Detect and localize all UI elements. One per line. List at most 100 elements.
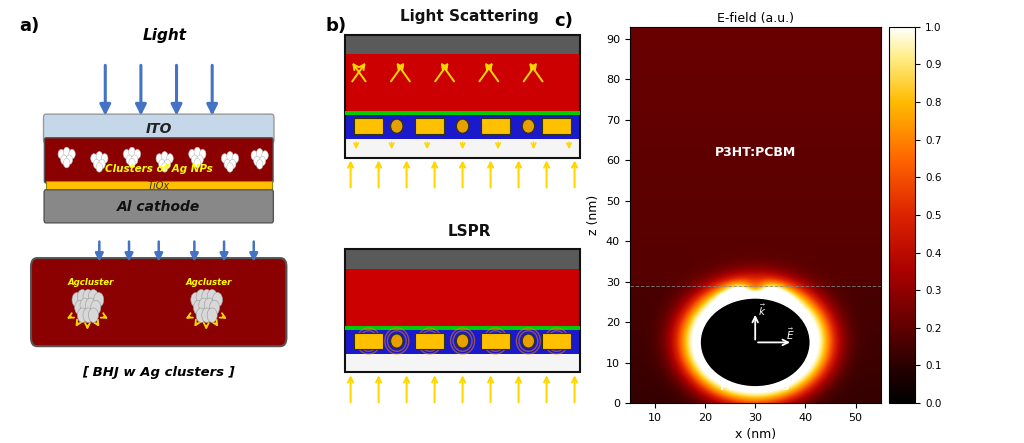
Bar (345, 354, 581, 373)
Circle shape (190, 292, 201, 307)
Circle shape (83, 289, 93, 304)
Circle shape (229, 159, 236, 169)
Bar (345, 140, 581, 158)
Bar (345, 328, 581, 354)
Circle shape (63, 147, 70, 157)
Circle shape (207, 308, 217, 323)
Circle shape (256, 148, 263, 158)
Circle shape (58, 149, 65, 159)
Circle shape (88, 308, 98, 323)
Circle shape (91, 300, 100, 315)
Circle shape (98, 159, 105, 169)
Circle shape (167, 154, 173, 163)
Circle shape (162, 152, 168, 161)
Circle shape (93, 292, 103, 307)
Circle shape (96, 163, 102, 172)
Circle shape (204, 298, 214, 313)
Bar (542, 333, 571, 349)
Bar (354, 333, 383, 349)
Ellipse shape (390, 334, 403, 348)
Text: b): b) (326, 17, 347, 35)
FancyBboxPatch shape (44, 190, 273, 223)
Circle shape (159, 159, 165, 169)
Bar (345, 113, 581, 140)
Circle shape (162, 163, 168, 172)
Circle shape (129, 147, 135, 157)
Circle shape (156, 154, 163, 163)
Text: Light Scattering: Light Scattering (400, 9, 539, 24)
Circle shape (134, 149, 140, 159)
Bar (345, 54, 581, 113)
Circle shape (200, 149, 206, 159)
Circle shape (254, 156, 260, 166)
Circle shape (224, 159, 230, 169)
Circle shape (197, 308, 206, 323)
Ellipse shape (390, 119, 403, 133)
Bar (345, 113, 581, 115)
Title: E-field (a.u.): E-field (a.u.) (717, 12, 794, 25)
Circle shape (221, 154, 228, 163)
Bar (46, 181, 271, 192)
Circle shape (63, 159, 70, 168)
Bar (354, 118, 383, 134)
Bar (345, 111, 581, 113)
FancyBboxPatch shape (43, 114, 274, 144)
Bar (415, 118, 444, 134)
Y-axis label: z (nm): z (nm) (588, 195, 600, 235)
Circle shape (75, 300, 85, 315)
Circle shape (78, 308, 87, 323)
Bar (345, 35, 581, 158)
Bar (345, 249, 581, 373)
Bar (415, 333, 444, 349)
Bar (345, 269, 581, 328)
Circle shape (256, 159, 263, 169)
Circle shape (259, 156, 265, 166)
Circle shape (195, 159, 201, 168)
Circle shape (262, 151, 268, 160)
Bar (542, 118, 571, 134)
Circle shape (60, 155, 68, 164)
Circle shape (226, 152, 233, 161)
Circle shape (202, 289, 212, 304)
Circle shape (202, 308, 212, 323)
Circle shape (91, 154, 97, 163)
Circle shape (210, 300, 219, 315)
Circle shape (69, 149, 76, 159)
Bar (345, 35, 581, 54)
X-axis label: x (nm): x (nm) (734, 428, 776, 441)
Circle shape (78, 289, 87, 304)
Ellipse shape (457, 334, 469, 348)
Circle shape (195, 147, 201, 157)
Text: Agcluster: Agcluster (186, 278, 232, 287)
Text: [ BHJ w Ag clusters ]: [ BHJ w Ag clusters ] (82, 365, 236, 378)
Circle shape (101, 154, 108, 163)
Circle shape (80, 298, 90, 313)
Circle shape (197, 289, 206, 304)
Text: LSPR: LSPR (447, 224, 492, 239)
Circle shape (126, 155, 132, 164)
Circle shape (251, 151, 258, 160)
Circle shape (197, 155, 203, 164)
Text: a): a) (19, 17, 39, 35)
Circle shape (194, 300, 204, 315)
Circle shape (83, 308, 93, 323)
Text: PEDOT:PSS: PEDOT:PSS (721, 382, 790, 392)
Circle shape (72, 292, 82, 307)
Circle shape (123, 149, 130, 159)
Text: ITO: ITO (145, 122, 172, 136)
Circle shape (207, 289, 217, 304)
Circle shape (164, 159, 171, 169)
Text: P3HT:PCBM: P3HT:PCBM (715, 146, 796, 159)
Bar (481, 333, 510, 349)
Circle shape (212, 292, 222, 307)
FancyBboxPatch shape (31, 258, 287, 346)
Circle shape (88, 289, 98, 304)
Ellipse shape (457, 119, 469, 133)
Ellipse shape (522, 119, 535, 133)
Circle shape (232, 154, 239, 163)
Circle shape (67, 155, 73, 164)
Circle shape (96, 152, 102, 161)
Text: TiOx: TiOx (147, 181, 170, 191)
Circle shape (131, 155, 138, 164)
Text: Clusters of Ag NPs: Clusters of Ag NPs (104, 164, 213, 174)
